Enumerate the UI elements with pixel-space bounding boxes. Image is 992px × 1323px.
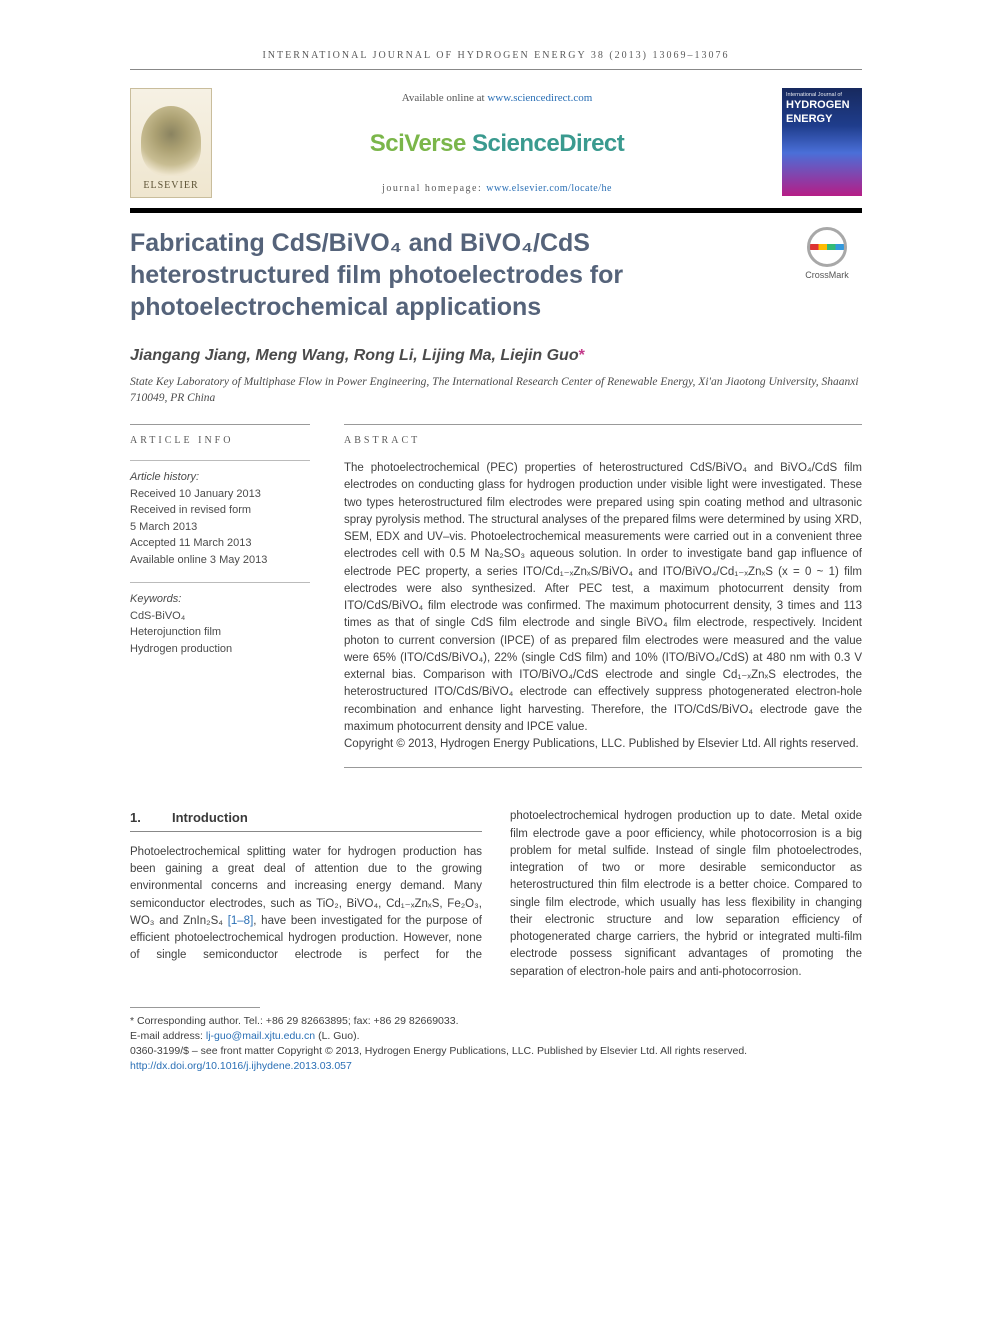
sciencedirect-link[interactable]: www.sciencedirect.com [487,92,592,104]
corresponding-author-note: * Corresponding author. Tel.: +86 29 826… [130,1014,862,1029]
authors-text: Jiangang Jiang, Meng Wang, Rong Li, Liji… [130,347,579,364]
doi-link[interactable]: http://dx.doi.org/10.1016/j.ijhydene.201… [130,1060,352,1072]
keywords-head: Keywords: [130,593,181,605]
journal-homepage-line: journal homepage: www.elsevier.com/locat… [382,183,612,194]
banner-center: Available online at www.sciencedirect.co… [226,88,768,198]
article-history: Article history: Received 10 January 201… [130,460,310,568]
sciverse-logo: SciVerse ScienceDirect [370,130,625,158]
footnote-rule [130,1007,260,1008]
author-list: Jiangang Jiang, Meng Wang, Rong Li, Liji… [130,347,862,365]
history-line: 5 March 2013 [130,521,197,533]
history-head: Article history: [130,471,199,483]
running-head: INTERNATIONAL JOURNAL OF HYDROGEN ENERGY… [130,50,862,70]
title-row: Fabricating CdS/BiVO₄ and BiVO₄/CdS hete… [130,227,862,323]
body-columns: 1.Introduction Photoelectrochemical spli… [130,808,862,981]
journal-cover-thumbnail: International Journal of HYDROGEN ENERGY [782,88,862,196]
elsevier-tree-icon [141,106,201,176]
history-line: Received in revised form [130,504,251,516]
elsevier-wordmark: ELSEVIER [143,176,198,197]
available-label: Available online at [402,92,488,104]
homepage-label: journal homepage: [382,183,486,194]
available-online-line: Available online at www.sciencedirect.co… [402,92,593,104]
abstract-copyright: Copyright © 2013, Hydrogen Energy Public… [344,738,859,750]
article-info-column: ARTICLE INFO Article history: Received 1… [130,424,310,768]
keywords-block: Keywords: CdS-BiVO₄ Heterojunction film … [130,582,310,657]
section-title: Introduction [172,810,248,825]
email-label: E-mail address: [130,1030,206,1042]
email-line: E-mail address: lj-guo@mail.xjtu.edu.cn … [130,1029,862,1044]
email-tail: (L. Guo). [315,1030,359,1042]
cover-title-line1: HYDROGEN [786,100,858,112]
footnotes: * Corresponding author. Tel.: +86 29 826… [130,1014,862,1075]
body-text: production up to date. Metal oxide film … [510,810,862,977]
crossmark-label: CrossMark [805,270,849,280]
section-heading-introduction: 1.Introduction [130,808,482,832]
page: INTERNATIONAL JOURNAL OF HYDROGEN ENERGY… [0,0,992,1115]
abstract-text: The photoelectrochemical (PEC) propertie… [344,460,862,768]
crossmark-badge[interactable]: CrossMark [792,227,862,323]
section-number: 1. [130,808,172,828]
email-link[interactable]: lj-guo@mail.xjtu.edu.cn [206,1030,315,1042]
abstract-body: The photoelectrochemical (PEC) propertie… [344,462,862,733]
keyword: Heterojunction film [130,626,221,638]
abstract-label: ABSTRACT [344,424,862,446]
publisher-banner: ELSEVIER Available online at www.science… [130,88,862,198]
corresponding-star-icon: * [579,347,585,364]
journal-homepage-link[interactable]: www.elsevier.com/locate/he [486,183,612,194]
sciencedirect-word: ScienceDirect [472,130,624,157]
citation-link[interactable]: [1–8] [228,915,254,927]
issn-line: 0360-3199/$ – see front matter Copyright… [130,1044,862,1059]
abstract-column: ABSTRACT The photoelectrochemical (PEC) … [344,424,862,768]
article-info-label: ARTICLE INFO [130,424,310,446]
sciverse-word: SciVerse [370,130,472,157]
cover-title-line2: ENERGY [786,114,858,126]
keyword: CdS-BiVO₄ [130,610,185,622]
elsevier-logo: ELSEVIER [130,88,212,198]
paper-title: Fabricating CdS/BiVO₄ and BiVO₄/CdS hete… [130,227,776,323]
history-line: Received 10 January 2013 [130,488,261,500]
history-line: Available online 3 May 2013 [130,554,267,566]
title-rule [130,208,862,213]
info-abstract-row: ARTICLE INFO Article history: Received 1… [130,424,862,768]
affiliation: State Key Laboratory of Multiphase Flow … [130,375,862,406]
body-paragraph: Photoelectrochemical splitting water for… [130,808,862,981]
cover-pretitle: International Journal of [786,92,858,98]
history-line: Accepted 11 March 2013 [130,537,251,549]
keyword: Hydrogen production [130,643,232,655]
crossmark-icon [807,227,847,267]
